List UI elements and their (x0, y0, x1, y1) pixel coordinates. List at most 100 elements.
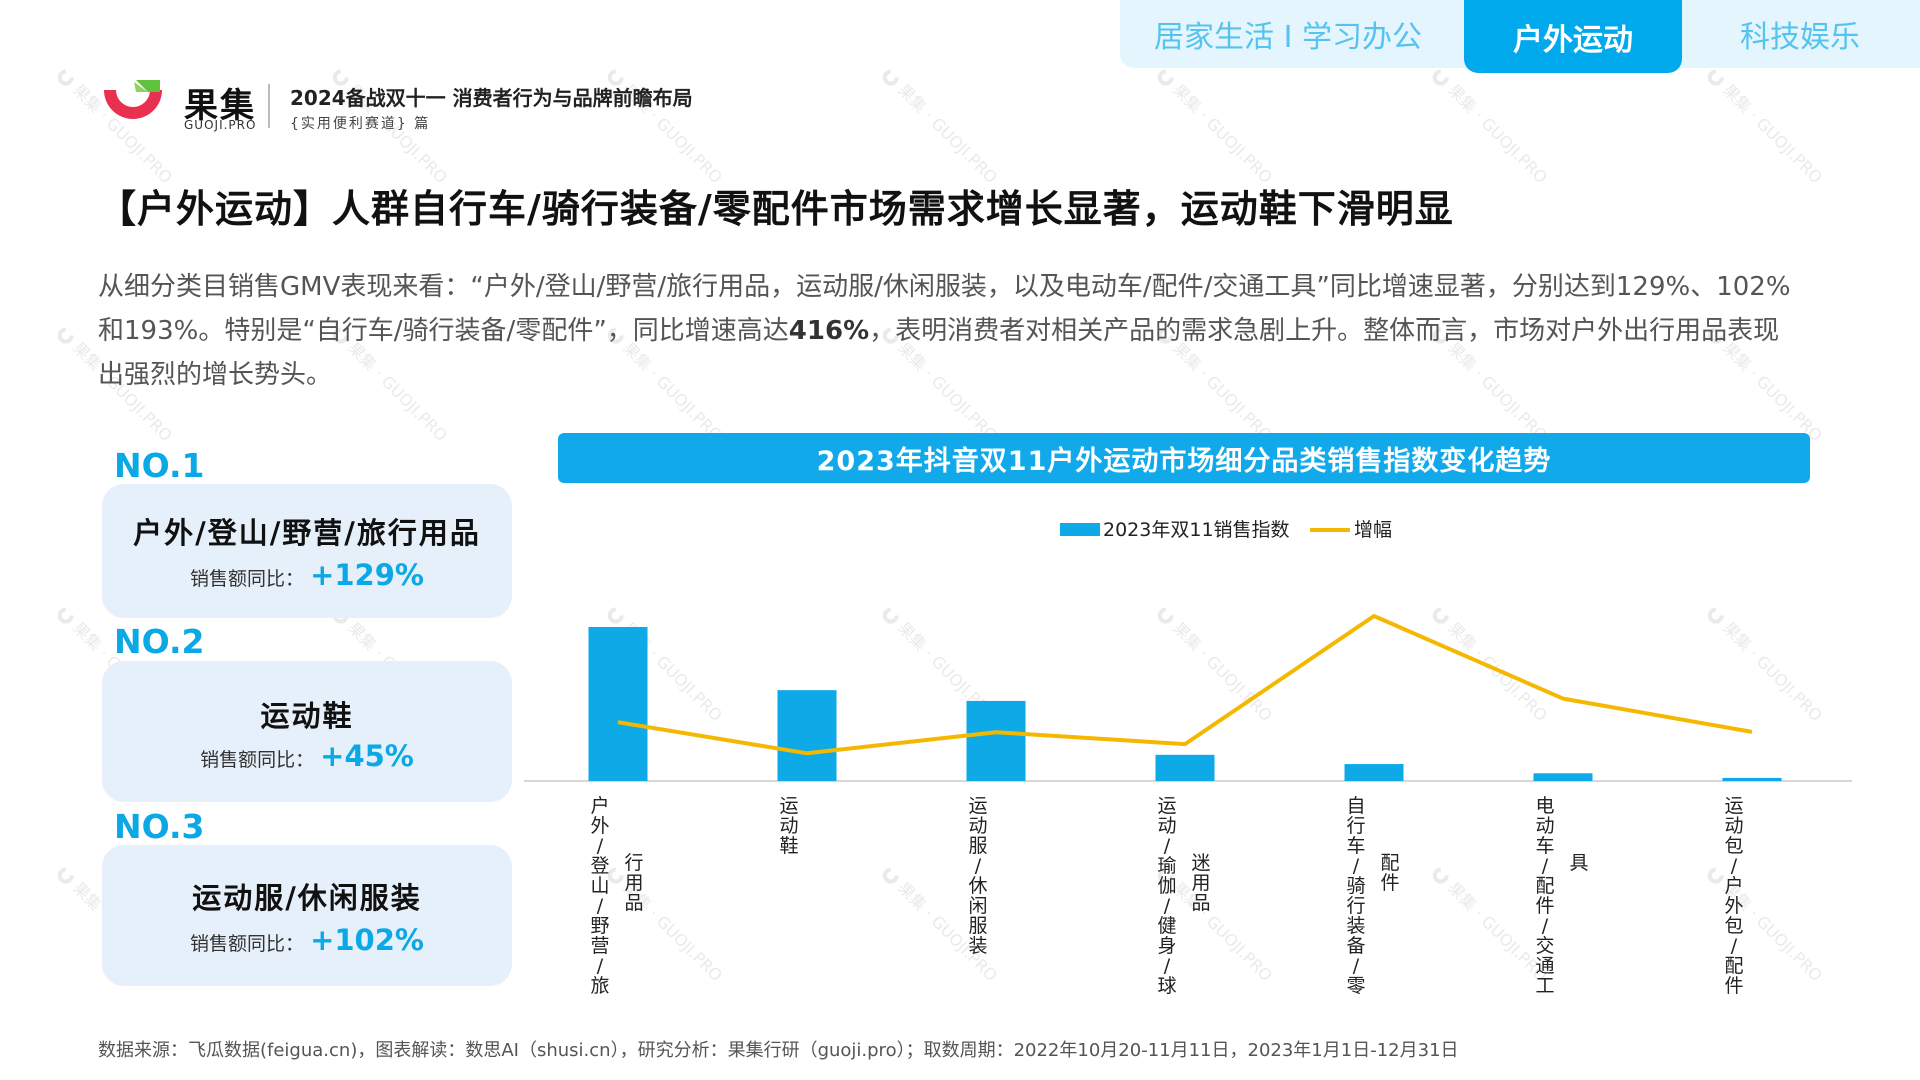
category-label: 零 (1346, 975, 1365, 997)
rank-1-card: 户外/登山/野营/旅行用品 销售额同比： +129% (102, 484, 512, 618)
growth-line (617, 614, 1753, 756)
category-label: 用 (1191, 872, 1210, 894)
rank-3-name: 运动服/休闲服装 (192, 881, 422, 915)
category-label: 山 (590, 875, 609, 897)
category-label: / (597, 835, 604, 857)
rank-2-card: 运动鞋 销售额同比： +45% (102, 661, 512, 802)
category-label: 身 (1157, 935, 1176, 957)
tab-home-office[interactable]: 居家生活 I 学习办公 (1154, 20, 1422, 55)
chart-title-bar: 2023年抖音双11户外运动市场细分品类销售指数变化趋势 (558, 433, 1810, 483)
legend-label-line: 增幅 (1354, 519, 1392, 541)
category-label: 自 (1346, 795, 1365, 817)
category-label: 营 (590, 935, 609, 957)
category-label: / (1731, 855, 1738, 877)
chart-title: 2023年抖音双11户外运动市场细分品类销售指数变化趋势 (816, 445, 1552, 477)
category-label: 运 (779, 795, 798, 817)
page-headline: 【户外运动】人群自行车/骑行装备/零配件市场需求增长显著，运动鞋下滑明显 (98, 187, 1454, 231)
category-label: 服 (968, 835, 987, 857)
category-label: 动 (779, 815, 798, 837)
rank-1-growth-label: 销售额同比： (190, 568, 305, 590)
category-label: 行 (624, 852, 643, 874)
category-label: 健 (1157, 915, 1176, 937)
report-subtitle: {实用便利赛道} 篇 (290, 116, 431, 132)
category-label: 外 (1724, 895, 1743, 917)
category-label: 伽 (1157, 875, 1176, 897)
category-label: 迷 (1191, 852, 1210, 874)
category-label: / (1731, 935, 1738, 957)
guoji-logo-icon (104, 80, 162, 119)
rank-3-growth: 销售额同比： +102% (102, 923, 512, 957)
category-label: 服 (968, 915, 987, 937)
category-label: 装 (1346, 915, 1365, 937)
rank-2-name: 运动鞋 (260, 699, 354, 733)
category-label: 户 (1724, 875, 1743, 897)
category-label: 闲 (968, 895, 987, 917)
rank-1-growth-value: +129% (310, 558, 424, 592)
legend-swatch-bar (1060, 523, 1100, 536)
category-label: 配 (1535, 875, 1554, 897)
category-label: 交 (1535, 935, 1554, 957)
category-label: 电 (1535, 795, 1554, 817)
category-label: 鞋 (779, 835, 798, 857)
rank-3-card: 运动服/休闲服装 销售额同比： +102% (102, 845, 512, 986)
rank-3-label: NO.3 (114, 807, 205, 846)
category-label: 品 (1191, 892, 1210, 914)
category-label: 行 (1346, 815, 1365, 837)
data-source-footer: 数据来源：飞瓜数据(feigua.cn)，图表解读：数思AI（shusi.cn）… (98, 1040, 1459, 1061)
category-label: 动 (968, 815, 987, 837)
logo-sub: GUOJI.PRO (184, 118, 257, 132)
category-label: 运 (1724, 795, 1743, 817)
category-label: / (1353, 955, 1360, 977)
rank-1-name: 户外/登山/野营/旅行用品 (133, 516, 481, 550)
bar (1344, 764, 1404, 781)
category-label: 瑜 (1157, 855, 1176, 877)
tab-outdoor-sports[interactable]: 户外运动 (1464, 0, 1682, 73)
intro-paragraph: 从细分类目销售GMV表现来看：“户外/登山/野营/旅行用品，运动服/休闲服装，以… (98, 265, 1798, 397)
rank-2-growth-label: 销售额同比： (200, 749, 315, 771)
category-label: 休 (968, 875, 987, 897)
rank-2-growth-value: +45% (320, 739, 414, 773)
category-label: 件 (1535, 895, 1554, 917)
category-label: 运 (968, 795, 987, 817)
category-label: 工 (1535, 975, 1554, 997)
bar (1155, 754, 1215, 781)
category-label: 野 (590, 915, 609, 937)
category-label: 球 (1157, 975, 1176, 997)
category-label: / (975, 855, 982, 877)
category-label: 包 (1724, 915, 1743, 937)
rank-3-growth-label: 销售额同比： (190, 933, 305, 955)
category-label: / (1542, 915, 1549, 937)
category-label: 品 (624, 892, 643, 914)
rank-2-growth: 销售额同比： +45% (102, 739, 512, 773)
category-label: 旅 (590, 975, 609, 997)
intro-text-1: 从细分类目销售GMV表现来看：“户外/登山/野营/旅行用品，运动服/休闲服装，以… (98, 272, 1791, 346)
rank-1-label: NO.1 (114, 446, 205, 485)
legend-label-bar: 2023年双11销售指数 (1103, 519, 1290, 541)
bar (777, 690, 837, 781)
category-label: / (1542, 855, 1549, 877)
category-label: 件 (1380, 872, 1399, 894)
category-label: 动 (1724, 815, 1743, 837)
bar (588, 627, 648, 781)
category-label: 运 (1157, 795, 1176, 817)
category-label: 登 (590, 855, 609, 877)
bar (1533, 773, 1593, 781)
category-label: 动 (1157, 815, 1176, 837)
category-label: 装 (968, 935, 987, 957)
rank-3-growth-value: +102% (310, 923, 424, 957)
category-label: 户 (590, 795, 609, 817)
category-label: 配 (1380, 852, 1399, 874)
category-label: / (1164, 955, 1171, 977)
category-label: 包 (1724, 835, 1743, 857)
category-label: 配 (1724, 955, 1743, 977)
category-label: 通 (1535, 955, 1554, 977)
category-label: 车 (1535, 835, 1554, 857)
tab-tech-entertainment[interactable]: 科技娱乐 (1740, 20, 1860, 55)
logo-divider (268, 84, 270, 128)
rank-1-growth: 销售额同比： +129% (102, 558, 512, 592)
category-label: / (597, 895, 604, 917)
intro-highlight: 416% (788, 316, 870, 346)
bar (966, 700, 1026, 781)
category-label: 行 (1346, 895, 1365, 917)
category-label: / (597, 955, 604, 977)
